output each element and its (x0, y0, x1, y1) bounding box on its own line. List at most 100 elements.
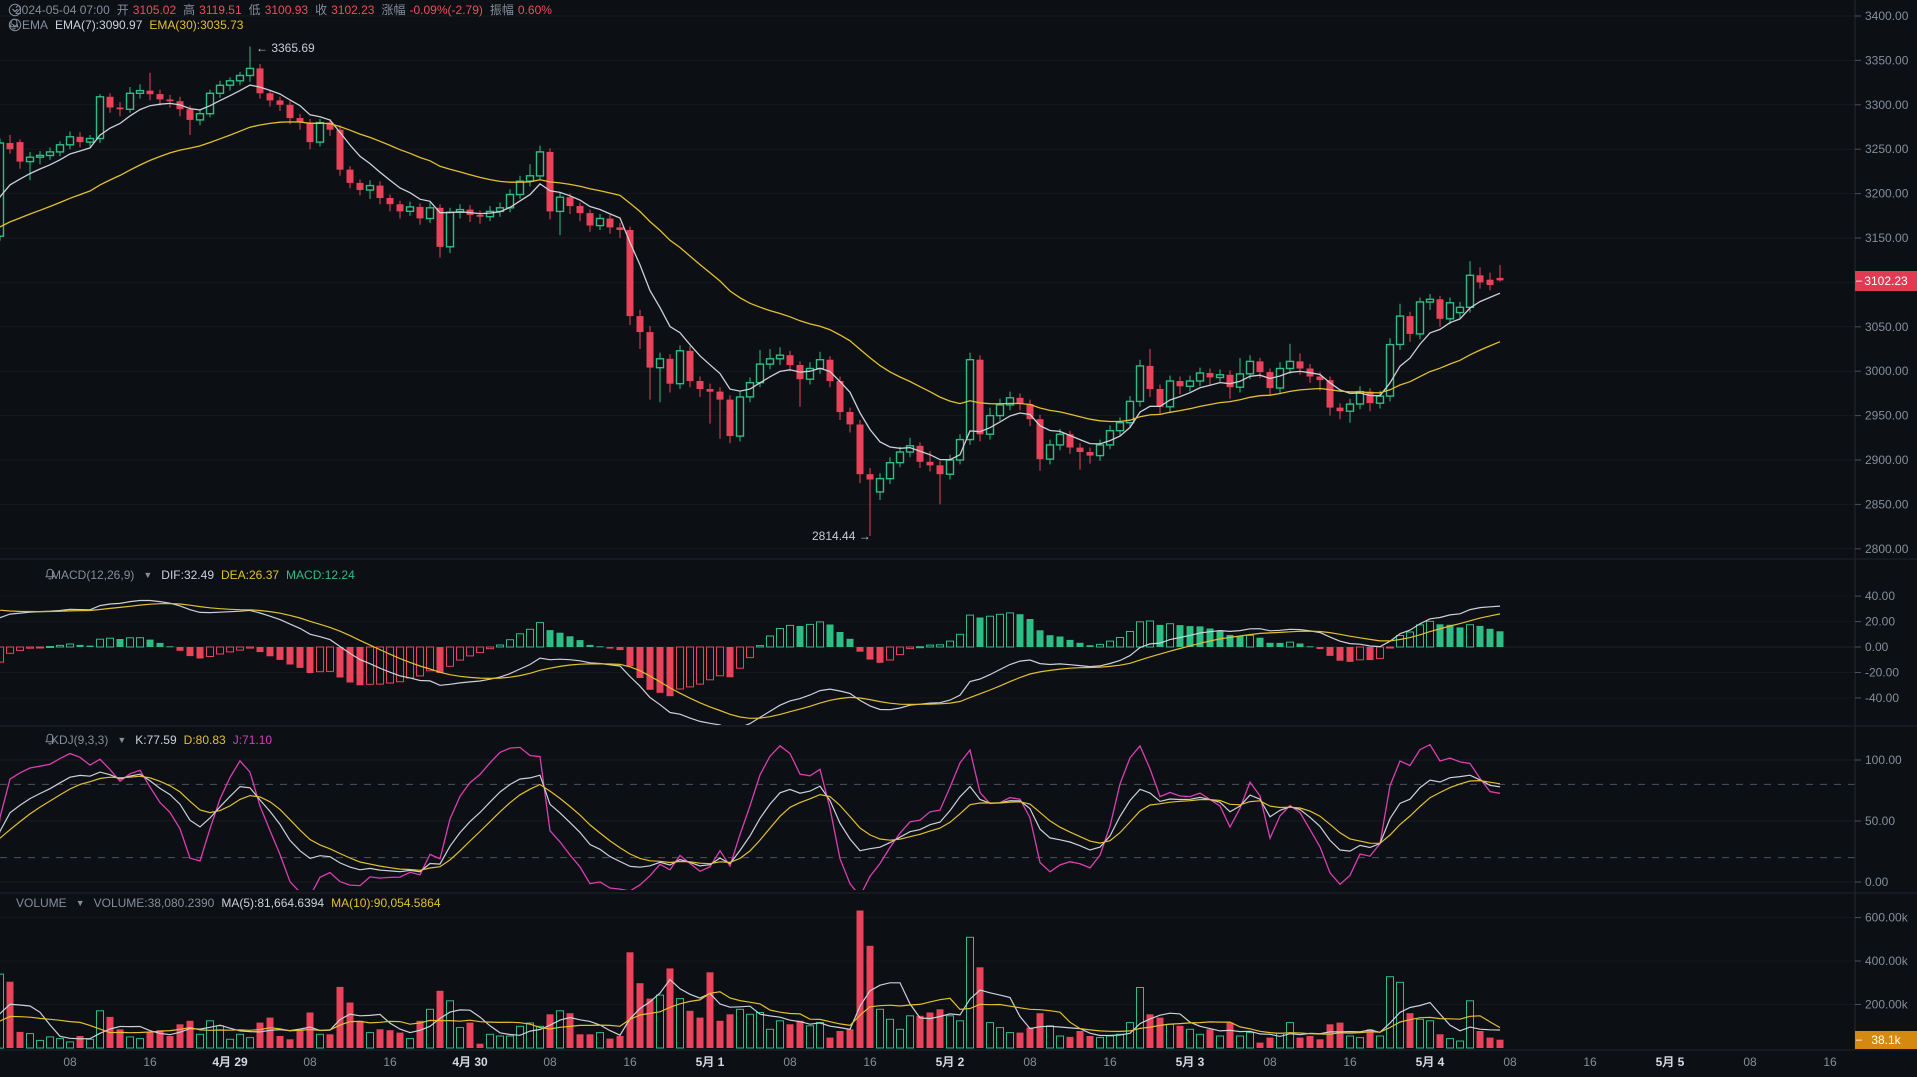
svg-text:5月 4: 5月 4 (1416, 1055, 1445, 1069)
open-value: 3105.02 (132, 3, 177, 17)
svg-text:0.00: 0.00 (1865, 875, 1889, 889)
svg-text:3400.00: 3400.00 (1865, 9, 1909, 23)
volume-ma10-value: MA(10):90,054.5864 (331, 896, 441, 910)
ema30-value: EMA(30):3035.73 (149, 18, 244, 32)
kdj-lines (0, 743, 1501, 890)
svg-text:3250.00: 3250.00 (1865, 142, 1909, 156)
svg-text:16: 16 (143, 1055, 157, 1069)
svg-text:3150.00: 3150.00 (1865, 231, 1909, 245)
svg-text:100.00: 100.00 (1865, 753, 1902, 767)
j-value: J:71.10 (232, 733, 273, 747)
amplitude-label: 振幅 (489, 3, 514, 17)
k-value: K:77.59 (135, 733, 177, 747)
ema-header: EMA EMA(7):3090.97 EMA(30):3035.73 (8, 18, 243, 32)
svg-text:5月 5: 5月 5 (1656, 1055, 1685, 1069)
svg-text:200.00k: 200.00k (1865, 998, 1909, 1012)
svg-text:-40.00: -40.00 (1865, 691, 1899, 705)
amplitude-value: 0.60% (517, 3, 552, 17)
svg-text:3200.00: 3200.00 (1865, 187, 1909, 201)
grid-lines (0, 0, 1917, 1051)
change-value: -0.09%(-2.79) (409, 3, 483, 17)
svg-text:08: 08 (303, 1055, 317, 1069)
volume-header: VOLUME ▼ VOLUME:38,080.2390 MA(5):81,664… (16, 896, 441, 910)
ohlc-header: 2024-05-04 07:00 开 3105.02 高 3119.51 低 3100… (8, 3, 552, 17)
svg-text:5月 2: 5月 2 (936, 1055, 965, 1069)
dropdown-chevron-icon[interactable]: ▼ (75, 898, 85, 908)
dif-value: DIF:32.49 (161, 568, 214, 582)
svg-text:3050.00: 3050.00 (1865, 320, 1909, 334)
macd-header: MACD(12,26,9) ▼ DIF:32.49 DEA:26.37 MACD… (44, 568, 355, 582)
svg-text:3000.00: 3000.00 (1865, 364, 1909, 378)
dropdown-chevron-icon[interactable]: ▼ (117, 735, 127, 745)
svg-text:40.00: 40.00 (1865, 589, 1895, 603)
high-value: 3119.51 (199, 3, 242, 17)
macd-title[interactable]: MACD(12,26,9) (51, 568, 135, 582)
svg-text:16: 16 (863, 1055, 877, 1069)
svg-text:16: 16 (1583, 1055, 1597, 1069)
svg-text:2800.00: 2800.00 (1865, 542, 1909, 556)
svg-text:2900.00: 2900.00 (1865, 453, 1909, 467)
ema-lines (0, 84, 1501, 461)
high-price-annotation: ← 3365.69 (256, 41, 315, 55)
svg-text:50.00: 50.00 (1865, 814, 1895, 828)
svg-text:08: 08 (543, 1055, 557, 1069)
volume-title[interactable]: VOLUME (16, 896, 67, 910)
badge-tick: ‒ (1856, 275, 1863, 287)
ema7-value: EMA(7):3090.97 (55, 18, 143, 32)
dropdown-chevron-icon[interactable]: ▼ (143, 570, 153, 580)
svg-text:16: 16 (623, 1055, 637, 1069)
last-volume-badge-value: 38.1k (1871, 1033, 1901, 1047)
ema-title[interactable]: EMA (22, 18, 49, 32)
volume-axis[interactable]: 600.00k 400.00k 200.00k (1855, 911, 1909, 1012)
svg-text:-20.00: -20.00 (1865, 666, 1899, 680)
low-value: 3100.93 (264, 3, 309, 17)
open-label: 开 (116, 3, 129, 17)
svg-text:400.00k: 400.00k (1865, 954, 1909, 968)
volume-ma5-value: MA(5):81,664.6394 (221, 896, 325, 910)
svg-text:3350.00: 3350.00 (1865, 53, 1909, 67)
price-axis[interactable]: 3400.00 3350.00 3300.00 3250.00 3200.00 3150.… (1855, 9, 1909, 556)
svg-text:3300.00: 3300.00 (1865, 98, 1909, 112)
d-value: D:80.83 (183, 733, 226, 747)
dea-value: DEA:26.37 (221, 568, 280, 582)
last-price-badge-value: 3102.23 (1864, 274, 1908, 288)
candlesticks (0, 46, 1504, 536)
change-label: 涨幅 (381, 3, 406, 17)
last-price-badge: ‒ 3102.23 (1855, 271, 1917, 291)
svg-text:16: 16 (1343, 1055, 1357, 1069)
kdj-header: KDJ(9,3,3) ▼ K:77.59 D:80.83 J:71.10 (44, 733, 272, 747)
svg-text:5月 1: 5月 1 (696, 1055, 725, 1069)
svg-text:2950.00: 2950.00 (1865, 409, 1909, 423)
macd-lines (0, 599, 1501, 725)
kdj-title[interactable]: KDJ(9,3,3) (51, 733, 109, 747)
macd-axis[interactable]: 40.00 20.00 0.00 -20.00 -40.00 (1855, 589, 1899, 705)
kdj-axis[interactable]: 100.00 50.00 0.00 (1855, 753, 1902, 889)
svg-text:4月 29: 4月 29 (212, 1055, 248, 1069)
svg-text:4月 30: 4月 30 (452, 1055, 488, 1069)
volume-value: VOLUME:38,080.2390 (93, 896, 215, 910)
volume-ma-lines (0, 978, 1501, 1040)
svg-text:20.00: 20.00 (1865, 615, 1895, 629)
svg-text:16: 16 (1823, 1055, 1837, 1069)
badge-tick: ‒ (1856, 1034, 1863, 1046)
svg-text:5月 3: 5月 3 (1176, 1055, 1205, 1069)
high-label: 高 (183, 3, 196, 17)
svg-text:08: 08 (1263, 1055, 1277, 1069)
low-label: 低 (248, 3, 261, 17)
svg-text:2850.00: 2850.00 (1865, 497, 1909, 511)
svg-text:08: 08 (783, 1055, 797, 1069)
svg-text:600.00k: 600.00k (1865, 911, 1909, 925)
svg-text:08: 08 (1503, 1055, 1517, 1069)
svg-text:16: 16 (1103, 1055, 1117, 1069)
macd-histogram (0, 612, 1504, 697)
close-label: 收 (315, 3, 328, 17)
last-volume-badge: ‒ 38.1k (1855, 1031, 1917, 1049)
svg-text:08: 08 (1023, 1055, 1037, 1069)
close-value: 3102.23 (331, 3, 375, 17)
svg-text:0.00: 0.00 (1865, 640, 1889, 654)
low-price-annotation: 2814.44 → (812, 529, 871, 543)
svg-text:16: 16 (383, 1055, 397, 1069)
